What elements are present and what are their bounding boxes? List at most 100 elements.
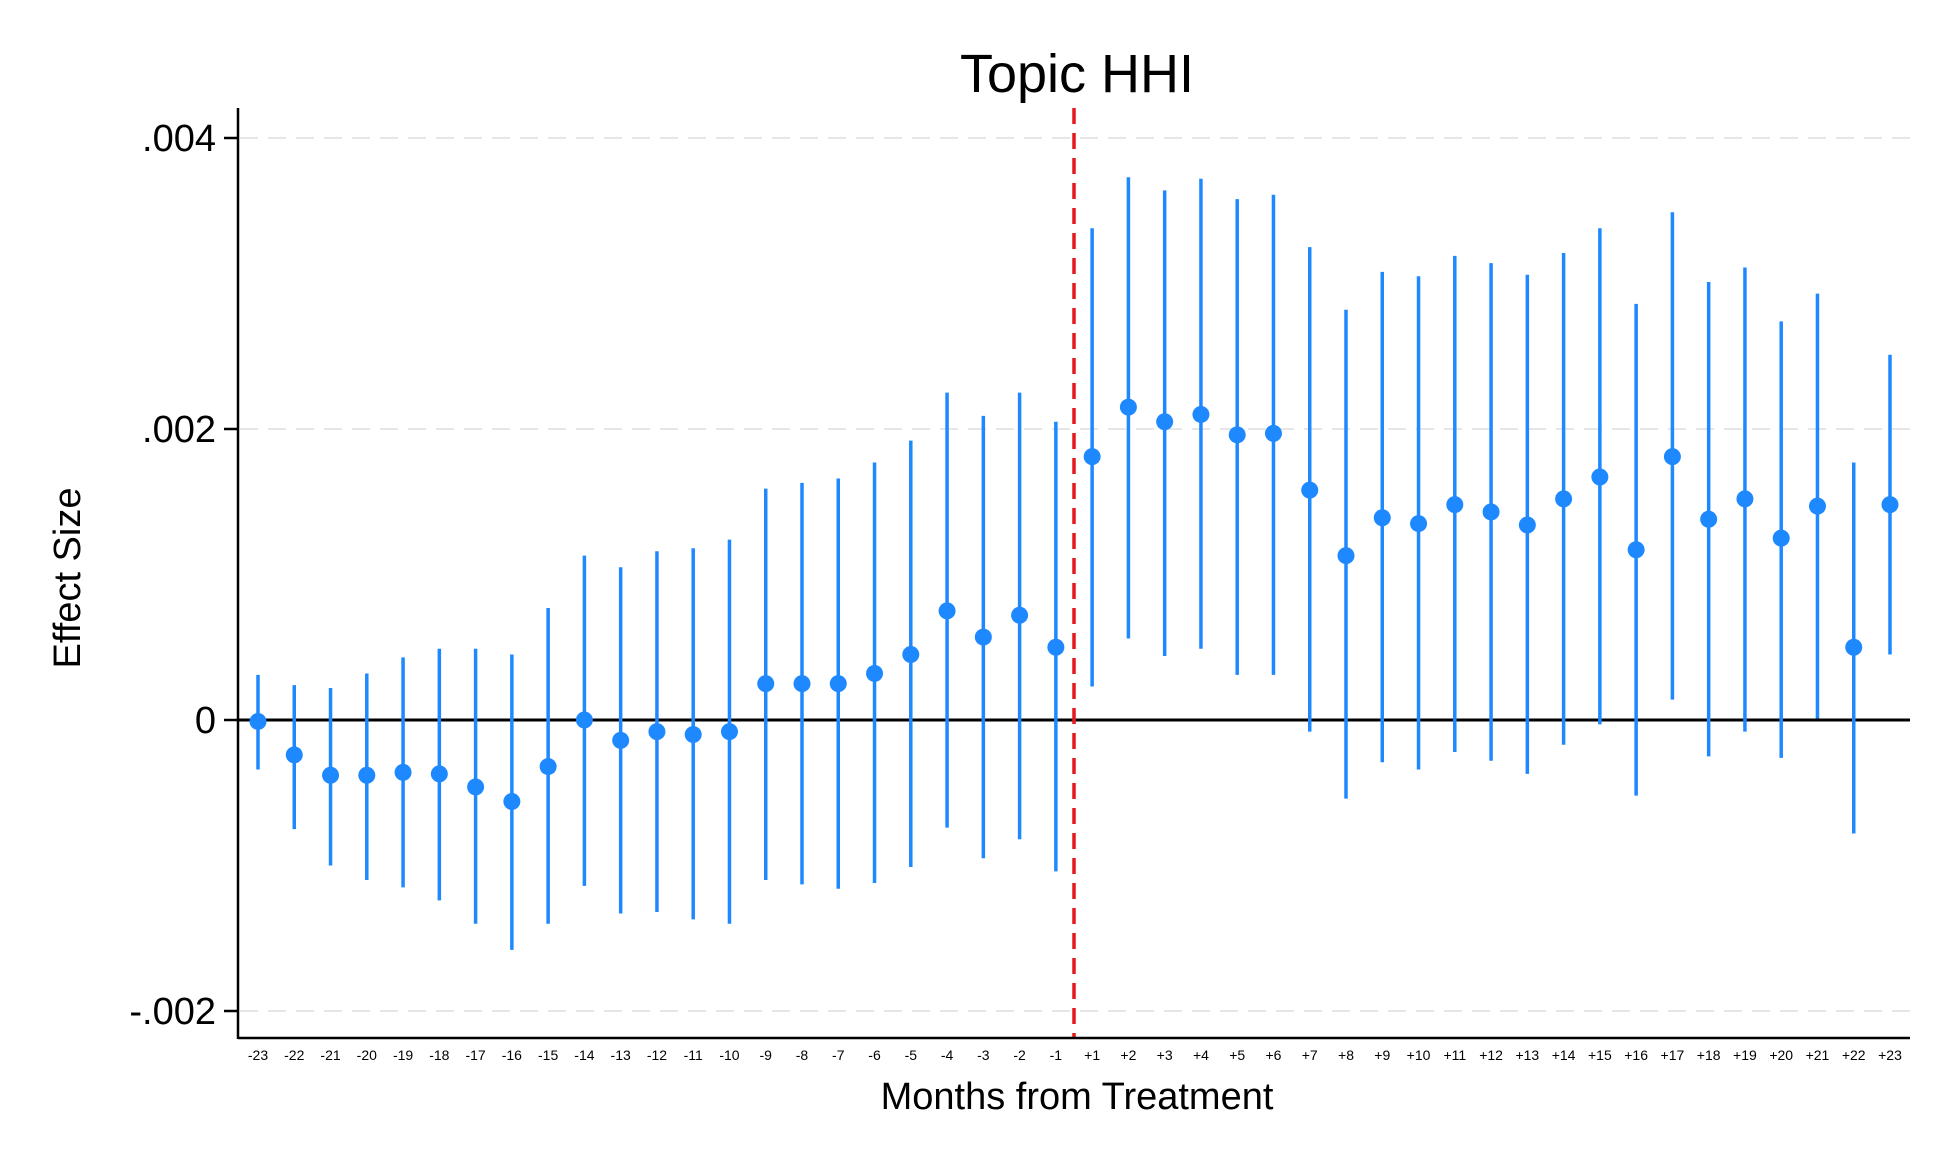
y-tick-labels: .004 .002 0 -.002 xyxy=(129,118,216,1033)
axes xyxy=(224,108,1910,1040)
point-estimate xyxy=(793,675,811,693)
point-estimate xyxy=(503,792,521,810)
point-estimate xyxy=(720,723,738,741)
x-tick-label: -21 xyxy=(320,1047,340,1063)
x-tick-label: +7 xyxy=(1302,1047,1318,1063)
point-estimate xyxy=(974,628,992,646)
x-tick-label: +15 xyxy=(1588,1047,1612,1063)
point-estimate xyxy=(1192,405,1210,423)
point-estimate xyxy=(1845,638,1863,656)
x-tick-label: -5 xyxy=(905,1047,918,1063)
point-estimate xyxy=(1083,448,1101,466)
point-estimate xyxy=(1301,481,1319,499)
point-estimate xyxy=(1663,448,1681,466)
x-tick-label: -15 xyxy=(538,1047,558,1063)
x-tick-label: -12 xyxy=(647,1047,667,1063)
point-estimate xyxy=(866,664,884,682)
x-tick-label: -1 xyxy=(1050,1047,1063,1063)
point-estimate xyxy=(1011,606,1029,624)
point-estimate xyxy=(1881,496,1899,514)
point-estimate xyxy=(1264,424,1282,442)
point-estimate xyxy=(1228,426,1246,444)
x-tick-label: -17 xyxy=(465,1047,485,1063)
x-tick-label: +17 xyxy=(1661,1047,1685,1063)
point-estimate xyxy=(1555,490,1573,508)
x-tick-label: +3 xyxy=(1157,1047,1173,1063)
point-estimate xyxy=(467,778,485,796)
point-estimate xyxy=(648,723,666,741)
point-estimate xyxy=(829,675,847,693)
point-estimate xyxy=(1047,638,1065,656)
x-tick-label: -10 xyxy=(719,1047,739,1063)
point-estimate xyxy=(394,763,412,781)
point-estimate xyxy=(1808,497,1826,515)
x-tick-label: +22 xyxy=(1842,1047,1866,1063)
x-tick-label: +14 xyxy=(1552,1047,1576,1063)
x-tick-label: -16 xyxy=(502,1047,522,1063)
x-tick-label: +9 xyxy=(1374,1047,1390,1063)
x-tick-label: -13 xyxy=(611,1047,631,1063)
x-tick-label: -22 xyxy=(284,1047,304,1063)
x-tick-label: +8 xyxy=(1338,1047,1354,1063)
x-tick-label: +16 xyxy=(1624,1047,1648,1063)
y-tick-label: -.002 xyxy=(129,991,216,1033)
point-estimate xyxy=(1482,503,1500,521)
x-tick-label: -9 xyxy=(760,1047,773,1063)
x-tick-label: +5 xyxy=(1229,1047,1245,1063)
x-tick-label: -14 xyxy=(574,1047,594,1063)
x-axis-title: Months from Treatment xyxy=(881,1076,1274,1118)
x-tick-label: -6 xyxy=(868,1047,881,1063)
point-estimate xyxy=(1410,515,1428,533)
point-estimate xyxy=(1337,547,1355,565)
x-tick-label: +4 xyxy=(1193,1047,1209,1063)
x-tick-label: -3 xyxy=(977,1047,990,1063)
x-tick-label: -20 xyxy=(357,1047,377,1063)
chart-title: Topic HHI xyxy=(960,44,1194,104)
x-tick-label: -18 xyxy=(429,1047,449,1063)
point-estimate xyxy=(1772,529,1790,547)
y-tick-label: .002 xyxy=(142,409,216,451)
point-estimate xyxy=(285,746,303,764)
point-estimate xyxy=(358,766,376,784)
x-tick-label: +12 xyxy=(1479,1047,1503,1063)
x-tick-label: -23 xyxy=(248,1047,268,1063)
point-estimate xyxy=(938,602,956,620)
x-tick-label: +2 xyxy=(1120,1047,1136,1063)
point-estimate xyxy=(1518,516,1536,534)
y-tick-label: 0 xyxy=(195,700,216,742)
x-tick-label: +6 xyxy=(1265,1047,1281,1063)
x-tick-labels: -23 -22 -21 -20 -19 -18 -17 -16 -15 -14 -13 -12 -11-… xyxy=(248,1047,1902,1063)
x-tick-label: +1 xyxy=(1084,1047,1100,1063)
point-estimate xyxy=(322,766,340,784)
point-estimate xyxy=(575,711,593,729)
point-estimate xyxy=(902,646,920,664)
x-tick-label: -8 xyxy=(796,1047,809,1063)
point-estimate xyxy=(1627,541,1645,559)
y-tick-label: .004 xyxy=(142,118,216,160)
x-tick-label: +18 xyxy=(1697,1047,1721,1063)
x-tick-label: +23 xyxy=(1878,1047,1902,1063)
point-estimate xyxy=(684,726,702,744)
x-tick-label: +10 xyxy=(1407,1047,1431,1063)
point-estimate xyxy=(539,758,557,776)
point-estimate xyxy=(1156,413,1174,431)
x-tick-label: -2 xyxy=(1013,1047,1026,1063)
x-tick-label: +13 xyxy=(1515,1047,1539,1063)
x-tick-label: -19 xyxy=(393,1047,413,1063)
x-tick-label: -11 xyxy=(684,1047,703,1063)
point-estimates xyxy=(249,398,1899,810)
x-tick-label: -4 xyxy=(941,1047,954,1063)
point-estimate xyxy=(1446,496,1464,514)
point-estimate xyxy=(1736,490,1754,508)
point-estimate xyxy=(430,765,448,783)
x-tick-label: +21 xyxy=(1806,1047,1830,1063)
point-estimate xyxy=(1591,468,1609,486)
x-tick-label: +20 xyxy=(1769,1047,1793,1063)
point-estimate xyxy=(757,675,775,693)
x-tick-label: +19 xyxy=(1733,1047,1757,1063)
point-estimate xyxy=(1373,509,1391,527)
point-estimate xyxy=(612,731,630,749)
y-axis-title: Effect Size xyxy=(47,488,89,669)
point-estimate xyxy=(249,712,267,730)
